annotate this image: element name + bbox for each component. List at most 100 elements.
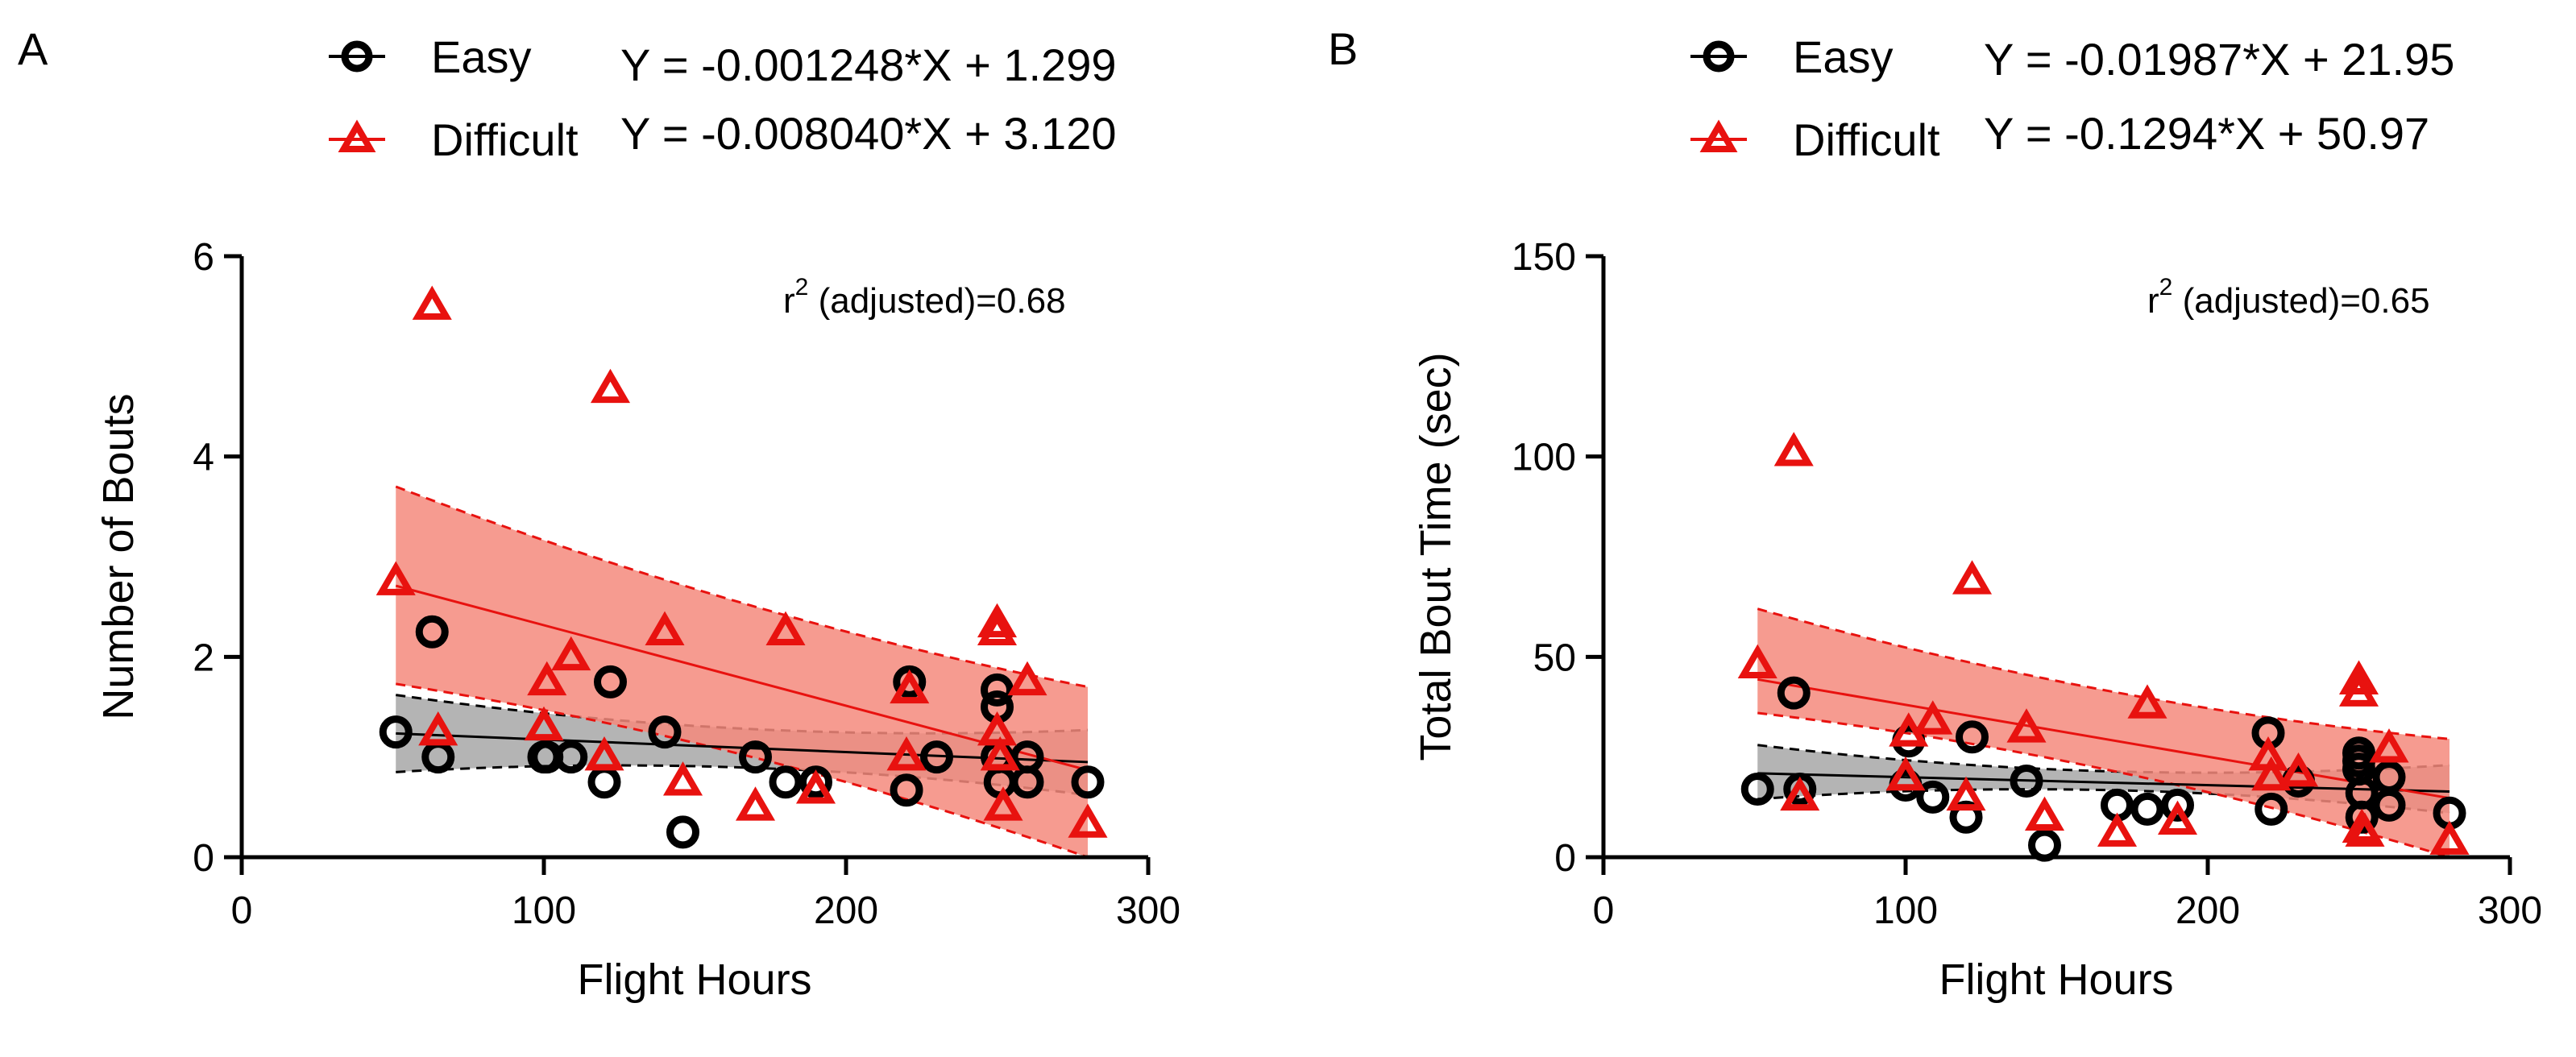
r-squared-annotation: r2 (adjusted)=0.68 [783,274,1066,321]
x-tick-label: 200 [2176,889,2240,932]
data-point-difficult [980,736,1020,771]
data-point-difficult [2127,684,2167,719]
ci-upper-difficult [1757,607,2450,740]
data-point-easy [648,715,682,749]
data-point-easy [739,740,772,774]
data-point-difficult [1068,803,1108,838]
data-point-easy [2130,792,2164,826]
data-point-easy [1956,720,1989,754]
y-tick-label: 4 [193,437,214,479]
data-point-difficult [2338,660,2379,694]
data-point-difficult [1913,700,1953,735]
data-point-difficult [1780,776,1820,811]
x-tick-label: 300 [2478,889,2542,932]
ci-lower-easy [1757,788,2450,815]
chart-panel-a: A Easy Y = -0.001248*X + 1.299 Difficult Y =… [18,23,1180,1004]
x-tick-label: 300 [1116,889,1180,932]
y-tick-label: 2 [193,636,214,679]
data-point-difficult [2338,672,2379,707]
ci-upper-easy [1757,744,2450,774]
panel-label: B [1328,23,1358,74]
ci-band-difficult [396,486,1088,857]
legend-marker-difficult [338,119,376,152]
panel-label: A [18,23,48,74]
data-point-difficult [2024,796,2065,831]
data-point-difficult [551,636,591,671]
data-point-difficult [418,711,458,746]
data-point-difficult [412,285,452,320]
ci-lower-difficult [1757,711,2450,859]
plot-area [1737,432,2470,862]
chart-panel-b: B Easy Y = -0.01987*X + 21.95 Difficult Y = … [1328,23,2542,1004]
data-point-difficult [524,706,564,741]
data-point-difficult [2097,812,2138,847]
data-point-difficult [983,786,1023,821]
data-point-easy [594,665,627,698]
ci-lower-difficult [396,682,1089,859]
legend-label-easy: Easy [431,31,532,82]
data-point-easy [1010,765,1044,799]
data-point-easy [666,815,699,849]
x-tick-label: 0 [231,889,253,932]
data-point-easy [1783,772,1817,806]
data-point-difficult [1737,644,1777,679]
y-tick-label: 100 [1512,437,1576,479]
data-point-difficult [2429,820,2470,855]
y-tick-label: 0 [193,837,214,880]
data-point-difficult [590,368,631,404]
data-point-difficult [735,786,776,821]
data-point-difficult [1773,432,1814,466]
equation-difficult: Y = -0.1294*X + 50.97 [1984,108,2429,159]
data-point-easy [2372,788,2406,822]
data-point-difficult [527,661,567,696]
data-point-easy [554,740,588,774]
r-squared-annotation: r2 (adjusted)=0.65 [2147,274,2430,321]
data-point-easy [893,665,927,698]
data-point-difficult [886,736,927,771]
data-point-difficult [1946,776,1986,811]
equation-easy: Y = -0.01987*X + 21.95 [1984,34,2454,85]
x-tick-label: 0 [1593,889,1615,932]
data-point-difficult [584,736,624,771]
y-tick-label: 6 [193,236,214,279]
data-point-easy [769,765,803,799]
equation-difficult: Y = -0.008040*X + 3.120 [620,108,1116,159]
legend-marker-easy [1703,40,1735,73]
data-point-difficult [765,611,806,646]
data-point-easy [2010,765,2043,798]
x-tick-label: 100 [1873,889,1938,932]
y-axis-title: Number of Bouts [94,393,143,719]
x-axis-title: Flight Hours [1939,955,2173,1004]
data-point-difficult [1885,756,1926,791]
data-point-easy [2255,792,2288,826]
legend-marker-difficult [1699,119,1738,152]
data-point-difficult [375,561,416,595]
y-tick-label: 0 [1554,837,1576,880]
data-point-easy [1071,765,1105,799]
data-point-difficult [2251,756,2292,791]
legend-label-difficult: Difficult [431,114,579,165]
data-point-easy [890,773,923,807]
data-point-difficult [2157,800,2198,835]
regression-line-difficult [1757,678,2450,800]
data-point-easy [920,740,953,774]
data-point-difficult [2369,728,2409,763]
data-point-easy [799,765,832,799]
data-point-easy [587,765,621,799]
x-axis-title: Flight Hours [577,955,811,1004]
ci-lower-easy [396,764,1089,797]
data-point-difficult [977,611,1018,646]
x-tick-label: 100 [512,889,576,932]
data-point-easy [2161,788,2194,822]
data-point-easy [379,715,413,749]
x-tick-label: 200 [814,889,878,932]
data-point-difficult [977,603,1018,638]
data-point-difficult [1007,661,1047,696]
data-point-difficult [890,669,930,704]
legend-label-difficult: Difficult [1793,114,1940,165]
data-point-easy [981,673,1014,707]
equation-easy: Y = -0.001248*X + 1.299 [620,39,1116,90]
data-point-difficult [795,769,836,804]
data-point-difficult [645,611,685,646]
